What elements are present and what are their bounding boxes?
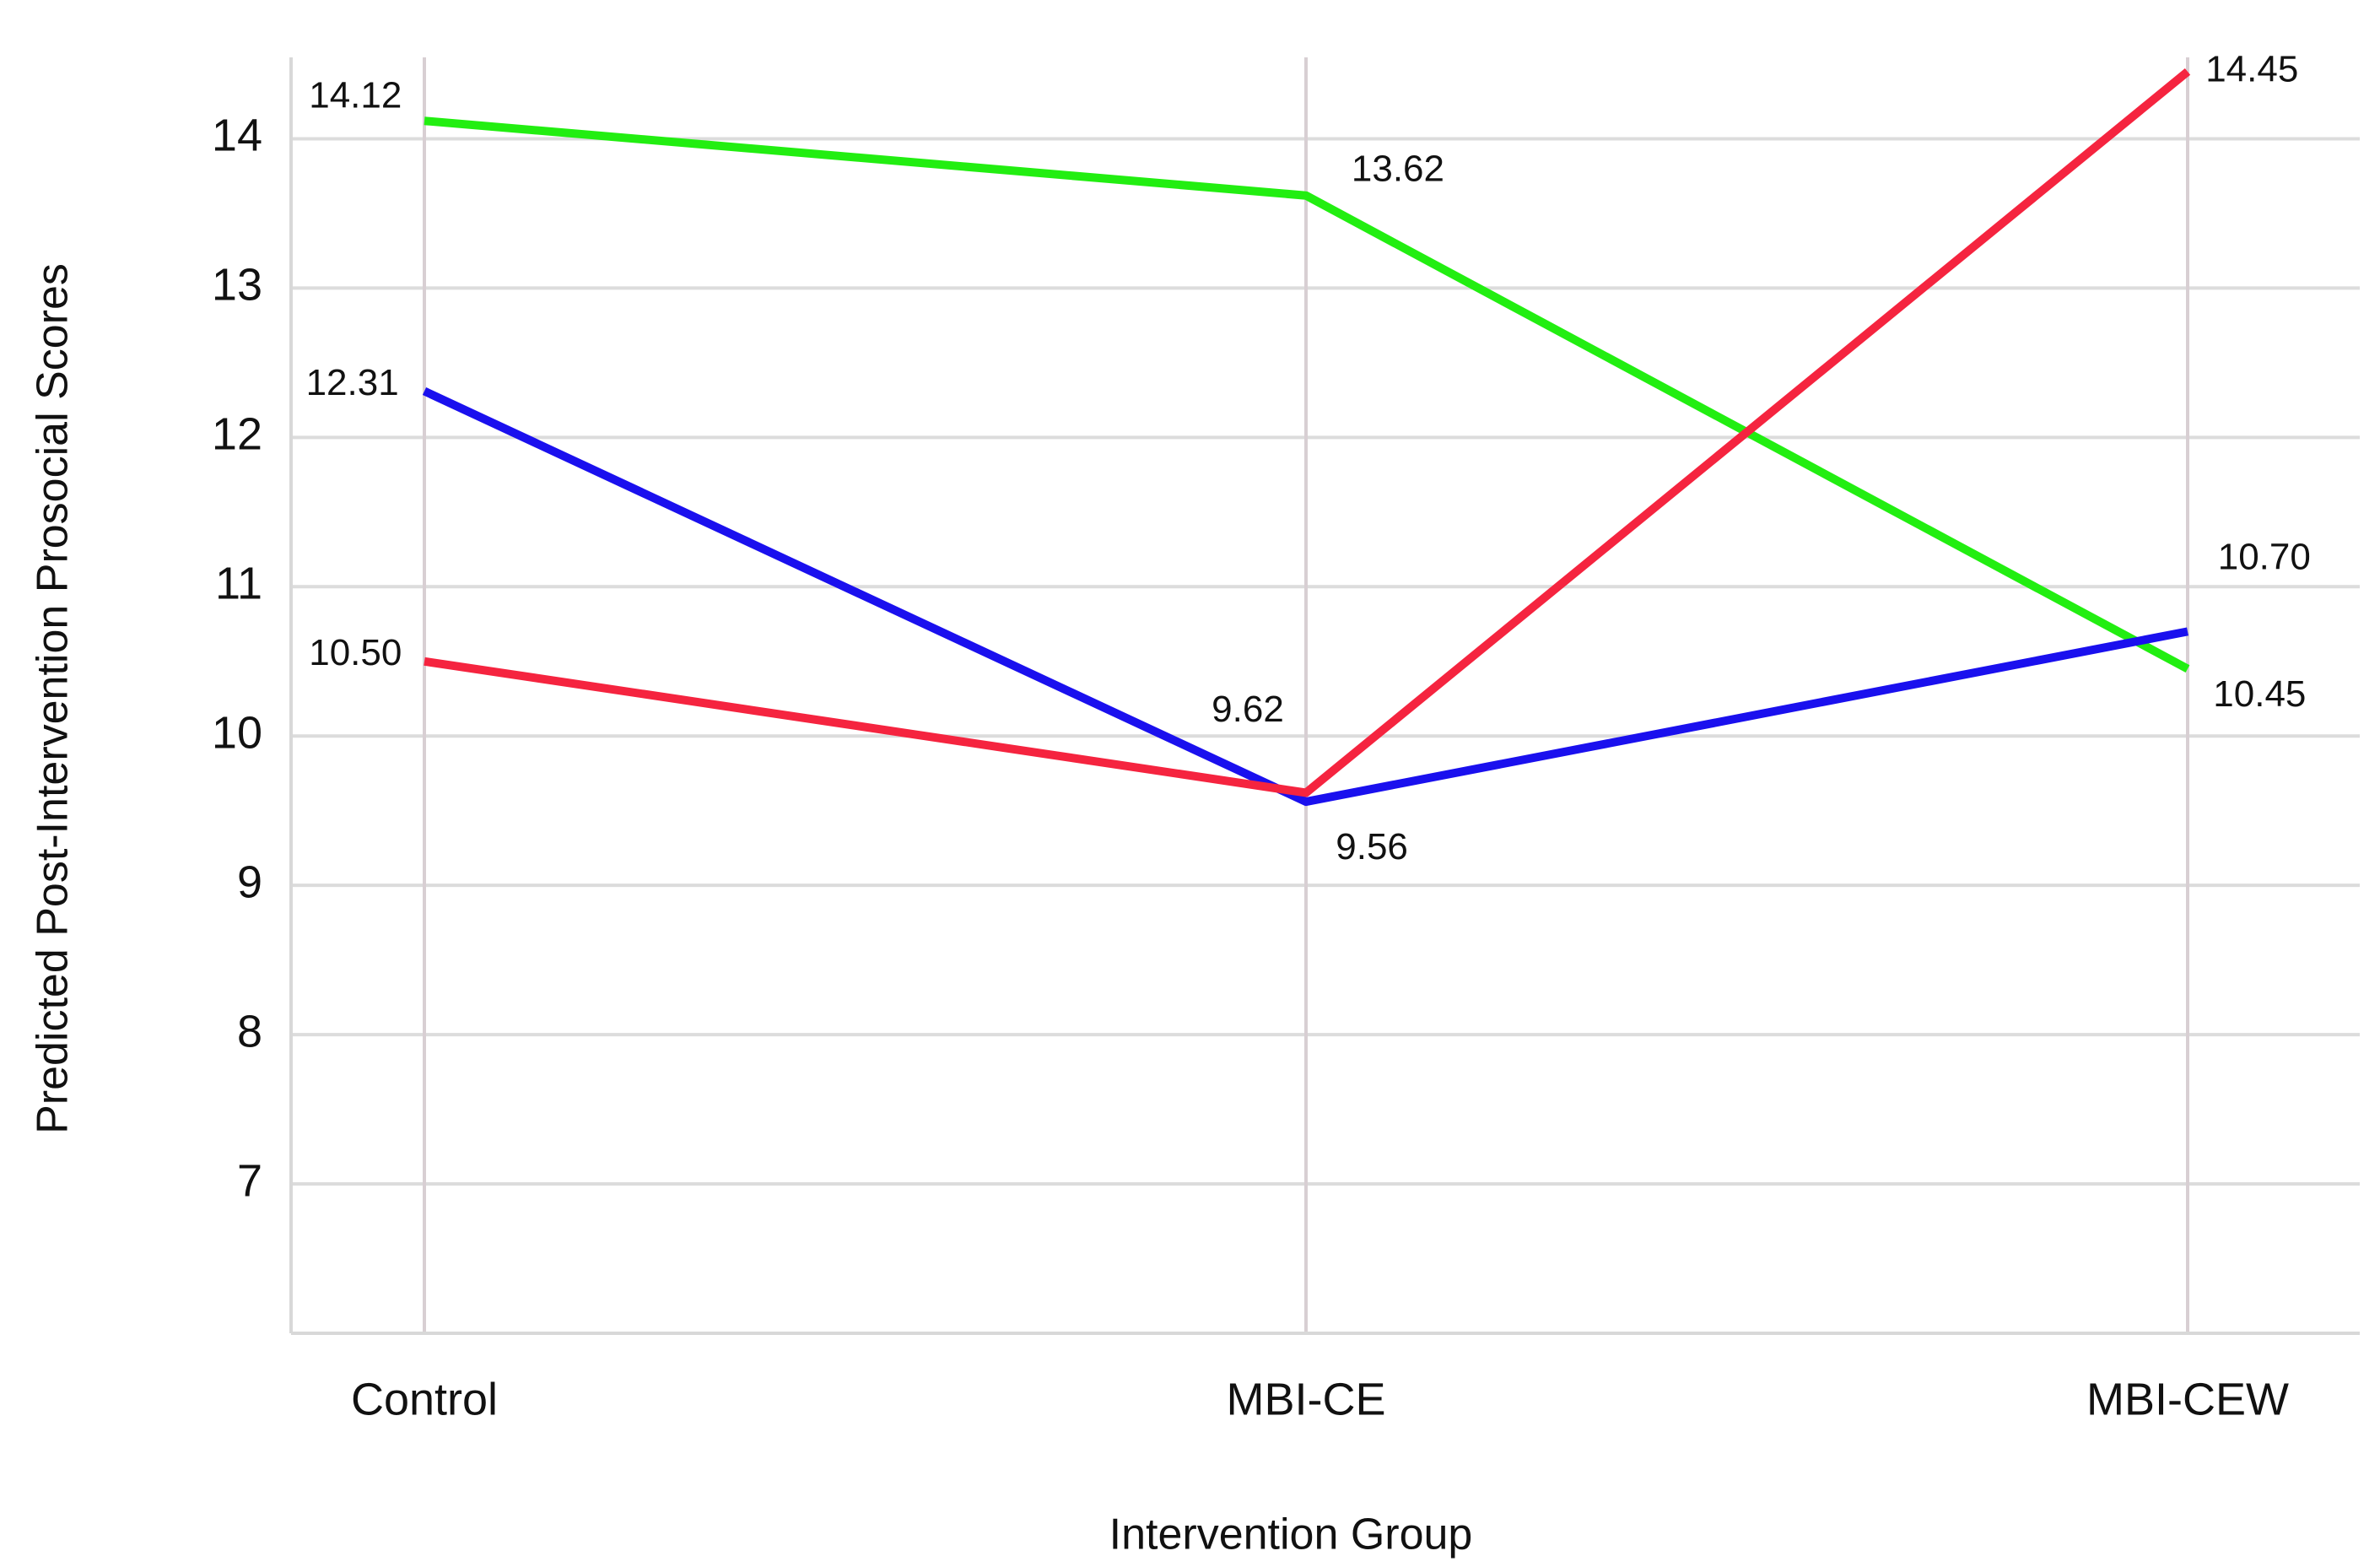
- x-axis-title: Intervention Group: [1109, 1510, 1473, 1559]
- data-label: 9.56: [1336, 826, 1408, 867]
- data-label: 10.50: [309, 632, 402, 673]
- series-line: [424, 116, 2190, 673]
- data-label: 10.70: [2218, 537, 2311, 578]
- data-label: 14.12: [309, 75, 402, 116]
- y-tick-label: 9: [237, 856, 262, 907]
- y-tick-label: 10: [212, 708, 262, 759]
- y-tick-label: 7: [237, 1155, 262, 1206]
- series-line: [422, 386, 2188, 807]
- data-label: 12.31: [306, 362, 399, 403]
- x-tick-label: Control: [351, 1374, 498, 1424]
- data-label: 13.62: [1352, 148, 1444, 189]
- data-label: 9.62: [1212, 689, 1284, 730]
- x-tick-label: MBI-CEW: [2086, 1374, 2289, 1424]
- y-tick-label: 11: [215, 559, 262, 609]
- y-tick-label: 14: [212, 111, 262, 161]
- y-tick-label: 13: [212, 260, 262, 311]
- x-tick-label: MBI-CE: [1227, 1374, 1386, 1424]
- y-tick-label: 8: [237, 1006, 262, 1056]
- y-axis-title: Predicted Post-Intervention Prosocial Sc…: [29, 263, 78, 1134]
- y-tick-label: 12: [212, 409, 262, 460]
- data-label: 14.45: [2205, 48, 2298, 89]
- data-label: 10.45: [2213, 673, 2306, 715]
- series-line: [424, 68, 2191, 797]
